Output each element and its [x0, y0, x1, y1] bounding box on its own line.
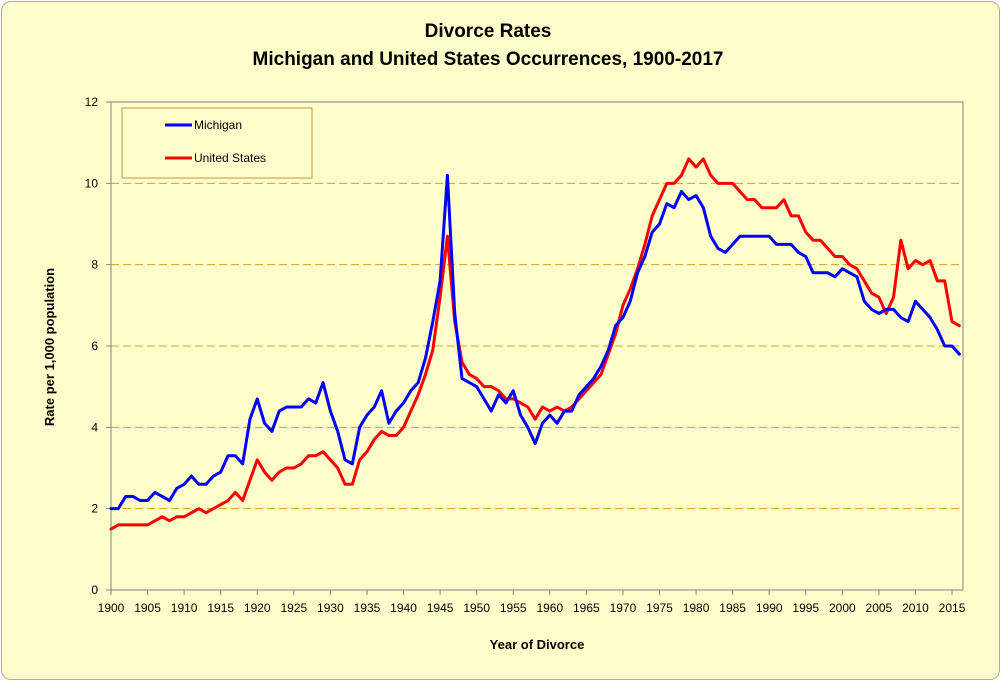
x-tick-label-1935: 1935 — [354, 601, 381, 615]
x-tick-label-1925: 1925 — [280, 601, 307, 615]
x-tick-label-1965: 1965 — [573, 601, 600, 615]
y-axis-title: Rate per 1,000 population — [42, 268, 57, 426]
x-tick-label-1950: 1950 — [463, 601, 490, 615]
x-tick-label-1920: 1920 — [244, 601, 271, 615]
x-tick-label-1970: 1970 — [610, 601, 637, 615]
series-line-michigan — [109, 173, 961, 511]
x-axis-title: Year of Divorce — [490, 637, 585, 652]
legend: Michigan United States — [121, 107, 313, 179]
x-tick-label-1975: 1975 — [646, 601, 673, 615]
y-tick-label-0: 0 — [91, 583, 98, 597]
chart-title: Divorce Rates — [425, 21, 552, 42]
x-tick-label-1995: 1995 — [792, 601, 819, 615]
x-tick-label-1990: 1990 — [756, 601, 783, 615]
x-tick-label-1955: 1955 — [500, 601, 527, 615]
x-tick-label-1945: 1945 — [427, 601, 454, 615]
x-tick-label-1940: 1940 — [390, 601, 417, 615]
y-axis-ticks: 0 2 4 6 8 10 12 — [85, 95, 111, 597]
x-tick-label-1980: 1980 — [683, 601, 710, 615]
x-tick-label-1985: 1985 — [719, 601, 746, 615]
legend-label-united-states: United States — [194, 151, 266, 165]
x-tick-label-2015: 2015 — [939, 601, 966, 615]
x-tick-label-1905: 1905 — [134, 601, 161, 615]
x-tick-label-1910: 1910 — [171, 601, 198, 615]
x-tick-label-2005: 2005 — [866, 601, 893, 615]
x-tick-label-1900: 1900 — [98, 601, 125, 615]
x-tick-label-1930: 1930 — [317, 601, 344, 615]
legend-box — [121, 107, 313, 179]
x-tick-label-1960: 1960 — [536, 601, 563, 615]
y-tick-label-2: 2 — [91, 502, 98, 516]
x-tick-label-2000: 2000 — [829, 601, 856, 615]
x-tick-label-2010: 2010 — [902, 601, 929, 615]
legend-label-michigan: Michigan — [194, 118, 242, 132]
y-tick-label-10: 10 — [85, 176, 99, 190]
series-line-united-states — [109, 157, 961, 531]
y-tick-label-8: 8 — [91, 258, 98, 272]
y-tick-label-4: 4 — [91, 420, 98, 434]
chart-subtitle: Michigan and United States Occurrences, … — [253, 49, 724, 70]
x-tick-label-1915: 1915 — [207, 601, 234, 615]
series-lines — [109, 157, 961, 531]
gridlines — [111, 182, 963, 510]
x-axis-ticks: 1900 1905 1910 1915 1920 1925 1930 1935 1940 1945… — [98, 590, 966, 615]
y-tick-label-6: 6 — [91, 339, 98, 353]
y-tick-label-12: 12 — [85, 95, 99, 109]
